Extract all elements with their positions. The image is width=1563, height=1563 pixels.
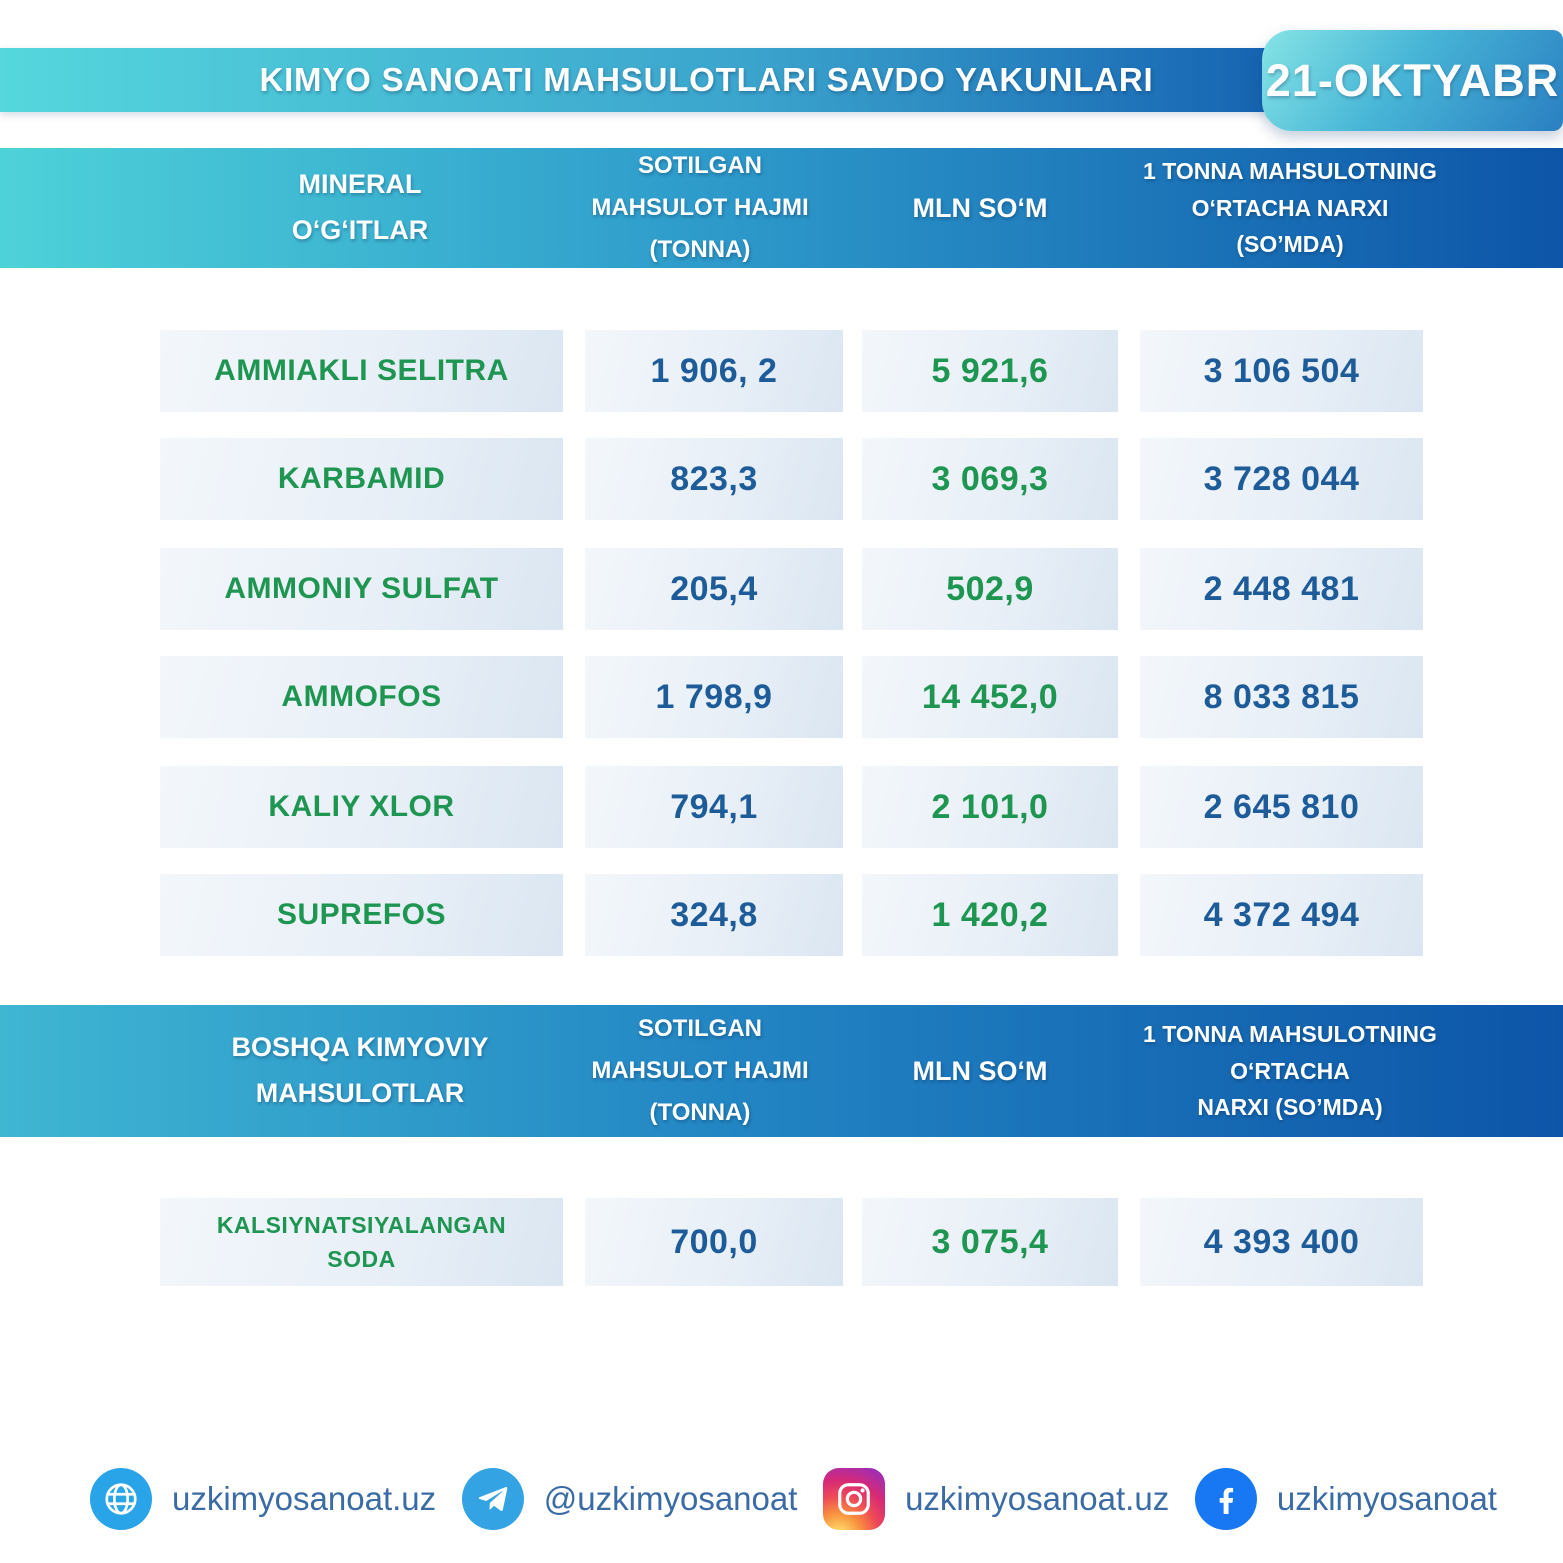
product-name-cell: KALSIYNATSIYALANGAN SODA — [160, 1198, 563, 1286]
avg-price-cell: 2 645 810 — [1140, 766, 1423, 848]
table-row: AMMONIY SULFAT 205,4 502,9 2 448 481 — [0, 548, 1563, 630]
volume-cell: 1 906, 2 — [585, 330, 843, 412]
table-header-other-chemicals: BOSHQA KIMYOVIY MAHSULOTLAR SOTILGAN MAH… — [0, 1005, 1563, 1137]
column-header-product: BOSHQA KIMYOVIY MAHSULOTLAR — [231, 1032, 489, 1108]
table-row: SUPREFOS 324,8 1 420,2 4 372 494 — [0, 874, 1563, 956]
mln-som-cell: 2 101,0 — [862, 766, 1118, 848]
social-link-label: uzkimyosanoat — [1276, 1480, 1497, 1517]
social-link-instagram[interactable]: uzkimyosanoat.uz — [823, 1468, 1169, 1530]
volume-cell: 794,1 — [585, 766, 843, 848]
column-header-avg-price: 1 TONNA MAHSULOTNING OʻRTACHA NARXI (SO’… — [1143, 157, 1437, 258]
footer: uzkimyosanoat.uz @uzkimyosanoat uzkimyos… — [90, 1466, 1497, 1532]
table-row: AMMIAKLI SELITRA 1 906, 2 5 921,6 3 106 … — [0, 330, 1563, 412]
table-row: KARBAMID 823,3 3 069,3 3 728 044 — [0, 438, 1563, 520]
date-badge: 21-OKTYABR — [1262, 30, 1563, 131]
instagram-icon — [823, 1468, 886, 1530]
page-title: KIMYO SANOATI MAHSULOTLARI SAVDO YAKUNLA… — [259, 61, 1154, 98]
date-badge-label: 21-OKTYABR — [1265, 54, 1560, 106]
column-header-product: MINERAL OʻGʻITLAR — [291, 169, 429, 245]
volume-cell: 700,0 — [585, 1198, 843, 1286]
table-row: KALIY XLOR 794,1 2 101,0 2 645 810 — [0, 766, 1563, 848]
social-link-telegram[interactable]: @uzkimyosanoat — [461, 1468, 798, 1530]
column-header-mln-som: MLN SOʻM — [912, 192, 1048, 223]
product-name-cell: AMMONIY SULFAT — [160, 548, 563, 630]
table-header-mineral-fertilizers: MINERAL OʻGʻITLAR SOTILGAN MAHSULOT HAJM… — [0, 148, 1563, 268]
product-name-cell: KARBAMID — [160, 438, 563, 520]
avg-price-cell: 2 448 481 — [1140, 548, 1423, 630]
table-row: AMMOFOS 1 798,9 14 452,0 8 033 815 — [0, 656, 1563, 738]
facebook-icon — [1194, 1468, 1257, 1530]
volume-cell: 1 798,9 — [585, 656, 843, 738]
product-name-cell: AMMIAKLI SELITRA — [160, 330, 563, 412]
social-link-label: uzkimyosanoat.uz — [905, 1480, 1170, 1517]
mln-som-cell: 3 069,3 — [862, 438, 1118, 520]
avg-price-cell: 8 033 815 — [1140, 656, 1423, 738]
avg-price-cell: 4 393 400 — [1140, 1198, 1423, 1286]
social-link-label: @uzkimyosanoat — [543, 1480, 798, 1517]
social-link-facebook[interactable]: uzkimyosanoat — [1194, 1468, 1497, 1530]
globe-icon — [90, 1468, 152, 1530]
column-header-volume: SOTILGAN MAHSULOT HAJMI (TONNA) — [591, 152, 809, 263]
volume-cell: 205,4 — [585, 548, 843, 630]
column-header-mln-som: MLN SOʻM — [912, 1055, 1048, 1086]
social-link-website[interactable]: uzkimyosanoat.uz — [90, 1468, 436, 1530]
product-name-cell: SUPREFOS — [160, 874, 563, 956]
avg-price-cell: 3 728 044 — [1140, 438, 1423, 520]
table-row: KALSIYNATSIYALANGAN SODA 700,0 3 075,4 4… — [0, 1198, 1563, 1286]
volume-cell: 823,3 — [585, 438, 843, 520]
column-header-avg-price: 1 TONNA MAHSULOTNING OʻRTACHA NARXI (SO’… — [1143, 1020, 1437, 1121]
product-name-cell: AMMOFOS — [160, 656, 563, 738]
telegram-icon — [461, 1468, 524, 1530]
column-header-volume: SOTILGAN MAHSULOT HAJMI (TONNA) — [591, 1015, 809, 1126]
mln-som-cell: 5 921,6 — [862, 330, 1118, 412]
volume-cell: 324,8 — [585, 874, 843, 956]
mln-som-cell: 1 420,2 — [862, 874, 1118, 956]
avg-price-cell: 3 106 504 — [1140, 330, 1423, 412]
mln-som-cell: 502,9 — [862, 548, 1118, 630]
avg-price-cell: 4 372 494 — [1140, 874, 1423, 956]
mln-som-cell: 14 452,0 — [862, 656, 1118, 738]
mln-som-cell: 3 075,4 — [862, 1198, 1118, 1286]
social-link-label: uzkimyosanoat.uz — [172, 1480, 437, 1517]
product-name-cell: KALIY XLOR — [160, 766, 563, 848]
